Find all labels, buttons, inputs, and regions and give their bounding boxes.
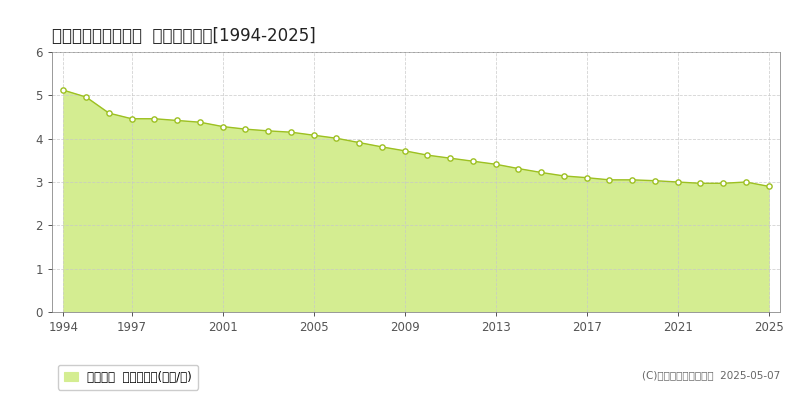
Text: (C)土地価格ドットコム  2025-05-07: (C)土地価格ドットコム 2025-05-07 xyxy=(642,370,780,380)
Text: 足寄郡足寄町南六条  公示地価推移[1994-2025]: 足寄郡足寄町南六条 公示地価推移[1994-2025] xyxy=(52,27,316,45)
Legend: 公示地価  平均坪単価(万円/坪): 公示地価 平均坪単価(万円/坪) xyxy=(58,365,198,390)
